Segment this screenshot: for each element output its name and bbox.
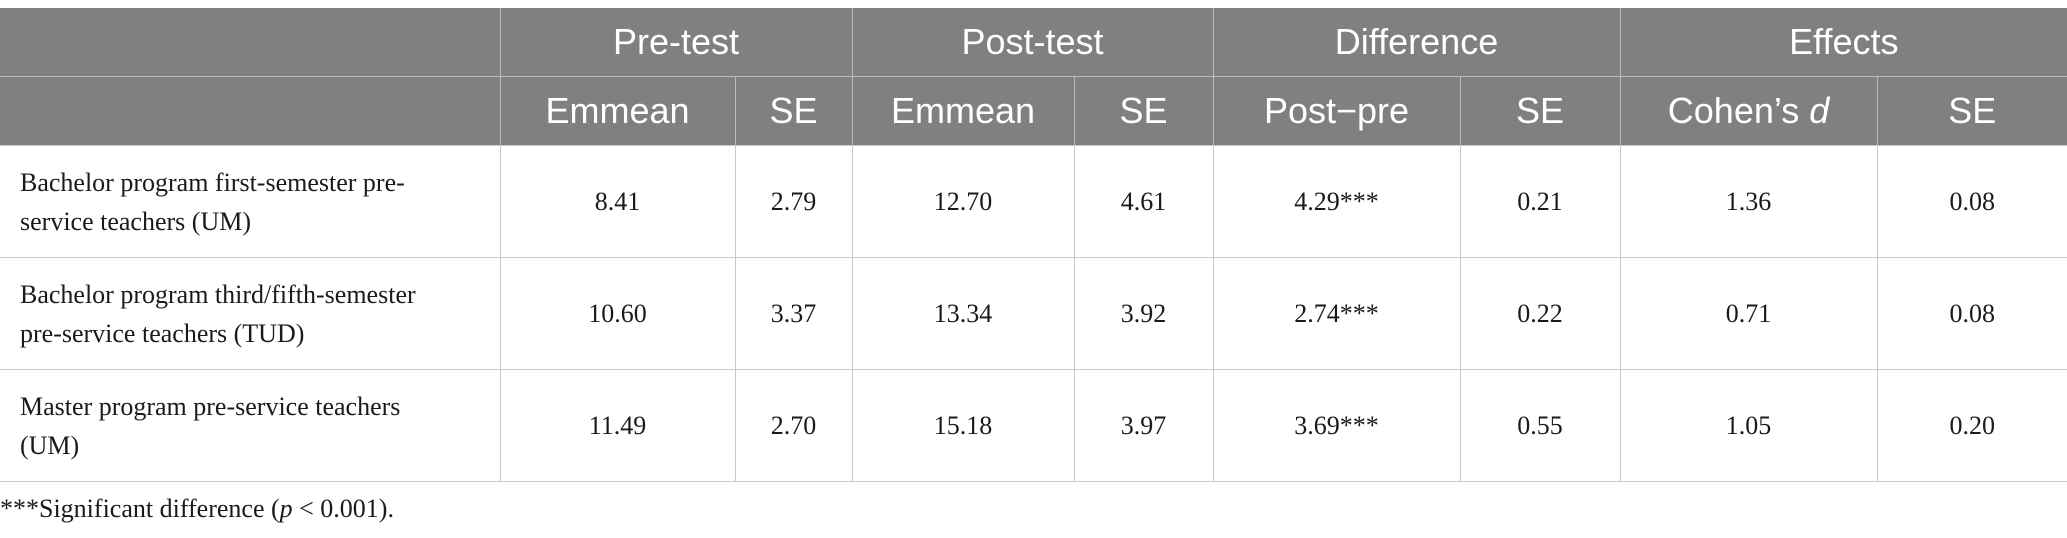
cell-pre-se: 2.79 — [734, 145, 853, 258]
cell-post-emmean: 12.70 — [851, 145, 1075, 258]
cell-effect-se: 0.08 — [1876, 145, 2067, 258]
header-group-row: Pre-test Post-test Difference Effects — [0, 8, 2067, 77]
footnote-suffix: < 0.001). — [292, 494, 394, 523]
row-label-line: Bachelor program third/fifth-semester — [20, 279, 416, 309]
results-table: Pre-test Post-test Difference Effects Em… — [0, 8, 2067, 482]
cell-cohens-d: 1.36 — [1619, 145, 1878, 258]
header-post-minus-pre: Post−pre — [1212, 76, 1461, 146]
header-effects: Effects — [1619, 8, 2067, 77]
row-label: Master program pre-service teachers (UM) — [0, 369, 501, 482]
header-difference: Difference — [1212, 8, 1621, 77]
table-body: Bachelor program first-semester pre-serv… — [0, 145, 2067, 482]
header-diff-se: SE — [1459, 76, 1621, 146]
header-corner — [0, 8, 501, 77]
table-footnote: ***Significant difference (p < 0.001). — [0, 494, 394, 524]
cell-cohens-d: 0.71 — [1619, 257, 1878, 370]
cell-post-se: 4.61 — [1073, 145, 1214, 258]
table-header: Pre-test Post-test Difference Effects Em… — [0, 8, 2067, 146]
cell-pre-emmean: 11.49 — [499, 369, 736, 482]
header-effect-se: SE — [1876, 76, 2067, 146]
row-label-line: (UM) — [20, 430, 80, 460]
cell-pre-se: 3.37 — [734, 257, 853, 370]
table-row: Bachelor program first-semester pre-serv… — [0, 145, 2067, 258]
cell-diff-se: 0.22 — [1459, 257, 1621, 370]
row-label: Bachelor program third/fifth-semester pre… — [0, 257, 501, 370]
row-label-line: Master program pre-service teachers — [20, 391, 401, 421]
results-table-container: Pre-test Post-test Difference Effects Em… — [0, 8, 2067, 482]
header-cohens-d: Cohen’s d — [1619, 76, 1878, 146]
footnote-prefix: ***Significant difference ( — [0, 494, 280, 523]
cell-difference: 2.74*** — [1212, 257, 1461, 370]
cell-diff-se: 0.21 — [1459, 145, 1621, 258]
cell-effect-se: 0.20 — [1876, 369, 2067, 482]
table-row: Master program pre-service teachers (UM) … — [0, 369, 2067, 482]
header-post-emmean: Emmean — [851, 76, 1075, 146]
cell-cohens-d: 1.05 — [1619, 369, 1878, 482]
header-cohens-d-prefix: Cohen’s — [1667, 90, 1810, 131]
header-post-se: SE — [1073, 76, 1214, 146]
cell-pre-emmean: 10.60 — [499, 257, 736, 370]
row-label-line: pre-service teachers (TUD) — [20, 318, 305, 348]
header-pre-test: Pre-test — [499, 8, 853, 77]
header-cohens-d-var: d — [1809, 90, 1830, 131]
row-label: Bachelor program first-semester pre-serv… — [0, 145, 501, 258]
cell-effect-se: 0.08 — [1876, 257, 2067, 370]
cell-post-se: 3.97 — [1073, 369, 1214, 482]
cell-difference: 3.69*** — [1212, 369, 1461, 482]
cell-post-emmean: 15.18 — [851, 369, 1075, 482]
cell-post-se: 3.92 — [1073, 257, 1214, 370]
cell-post-emmean: 13.34 — [851, 257, 1075, 370]
cell-pre-emmean: 8.41 — [499, 145, 736, 258]
cell-difference: 4.29*** — [1212, 145, 1461, 258]
cell-diff-se: 0.55 — [1459, 369, 1621, 482]
header-sub-corner — [0, 76, 501, 146]
cell-pre-se: 2.70 — [734, 369, 853, 482]
footnote-var: p — [279, 494, 293, 523]
header-pre-se: SE — [734, 76, 853, 146]
table-row: Bachelor program third/fifth-semester pre… — [0, 257, 2067, 370]
header-sub-row: Emmean SE Emmean SE Post−pre SE Cohen’s … — [0, 76, 2067, 146]
header-post-test: Post-test — [851, 8, 1214, 77]
row-label-line: Bachelor program first-semester pre- — [20, 167, 405, 197]
row-label-line: service teachers (UM) — [20, 206, 251, 236]
header-pre-emmean: Emmean — [499, 76, 736, 146]
